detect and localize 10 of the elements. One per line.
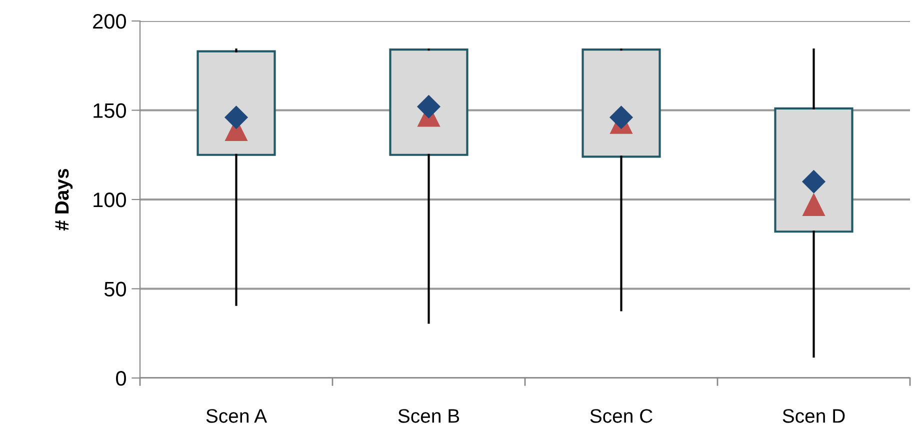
- y-tick-label: 0: [116, 371, 126, 386]
- y-tick-label: 100: [94, 192, 126, 208]
- x-tick-label: Scen B: [398, 409, 460, 423]
- y-tick-label: 200: [93, 14, 126, 29]
- x-tick-label: Scen C: [590, 409, 652, 423]
- y-tick-label: 50: [104, 282, 126, 297]
- x-tick-label: Scen D: [782, 409, 845, 423]
- x-tick-label: Scen A: [206, 409, 268, 423]
- y-tick-label: 150: [94, 103, 126, 118]
- y-axis-title: # Days: [55, 168, 73, 231]
